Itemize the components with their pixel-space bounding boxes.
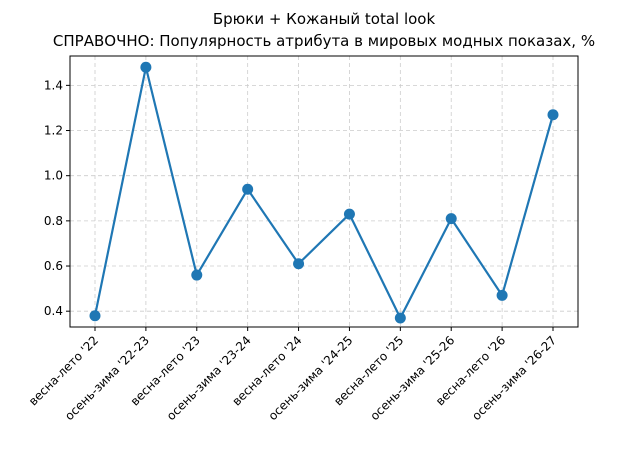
y-tick-label: 0.4 — [44, 304, 63, 318]
plot-area-frame — [69, 55, 579, 328]
y-tick-label: 0.8 — [44, 214, 63, 228]
data-point — [445, 213, 457, 225]
data-point — [242, 183, 254, 195]
data-point — [343, 208, 355, 220]
series — [89, 61, 559, 324]
data-point — [140, 61, 152, 73]
grid — [70, 56, 578, 327]
data-point — [89, 310, 101, 322]
data-point — [394, 312, 406, 324]
data-point — [496, 289, 508, 301]
chart-subtitle: СПРАВОЧНО: Популярность атрибута в миров… — [53, 32, 595, 50]
y-tick-label: 1.2 — [44, 124, 63, 138]
data-point — [547, 109, 559, 121]
y-axis: 0.4 0.6 0.8 1.0 1.2 1.4 — [44, 78, 70, 318]
y-tick-label: 1.4 — [44, 78, 63, 92]
y-tick-label: 1.0 — [44, 169, 63, 183]
x-tick-label: осень-зима '25-26 — [367, 333, 457, 423]
x-tick-label: осень-зима '26-27 — [469, 333, 559, 423]
x-tick-label: осень-зима '22-23 — [62, 333, 152, 423]
data-point — [293, 258, 305, 270]
chart-title: Брюки + Кожаный total look — [213, 10, 436, 28]
series-line — [93, 66, 555, 320]
x-tick-label: осень-зима '23-24 — [164, 333, 254, 423]
x-tick-label: осень-зима '24-25 — [266, 333, 356, 423]
data-point — [191, 269, 203, 281]
y-tick-label: 0.6 — [44, 259, 63, 273]
